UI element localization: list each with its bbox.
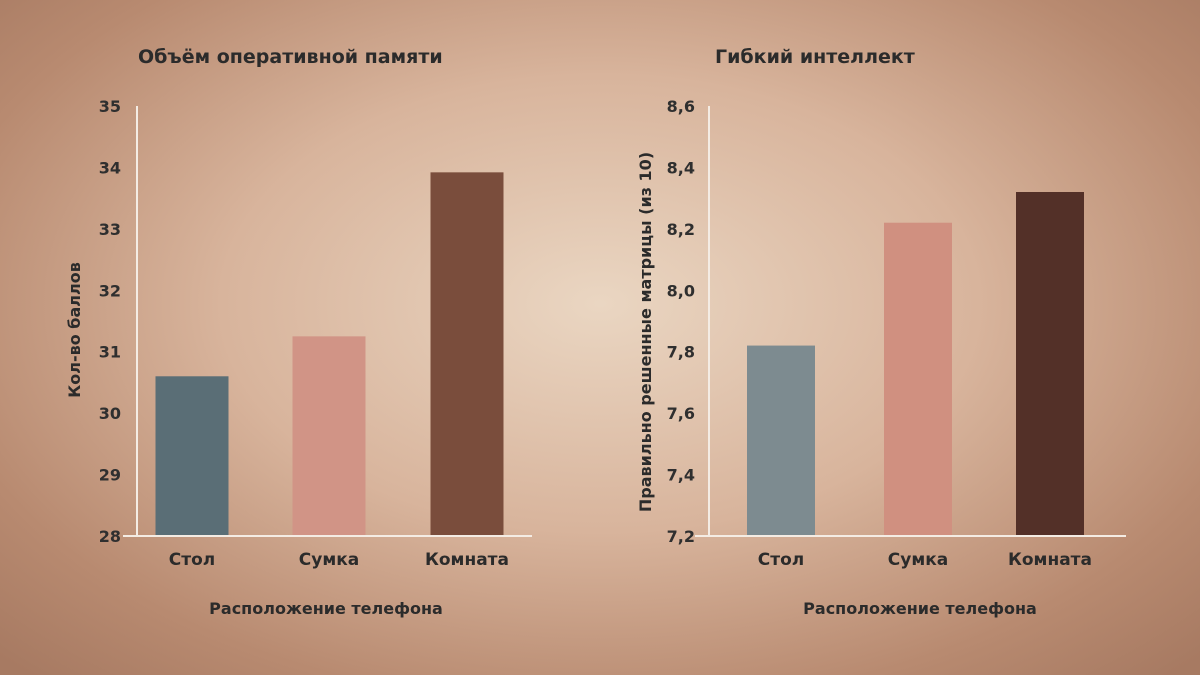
y-tick-label-fluid-intelligence: 7,2	[667, 527, 695, 546]
y-axis-label-fluid-intelligence: Правильно решенные матрицы (из 10)	[636, 152, 655, 512]
y-axis-label-memory-wrap: Кол-во баллов	[65, 262, 84, 398]
x-tick-label-memory: Комната	[425, 550, 509, 570]
y-tick-label-fluid-intelligence: 8,0	[667, 281, 695, 300]
y-axis-label-memory: Кол-во баллов	[65, 262, 84, 398]
plot-area-memory: 28 29 30 31 32 33 34 35 Стол Сумка Комната	[99, 97, 532, 570]
chart-fluid-intelligence: Гибкий интеллект Правильно решенные матр…	[636, 46, 1126, 618]
y-tick-label-fluid-intelligence: 7,4	[667, 466, 695, 485]
y-tick-label-fluid-intelligence: 8,2	[667, 220, 695, 239]
y-tick-label-fluid-intelligence: 8,4	[667, 158, 695, 177]
chart-title-fluid-intelligence: Гибкий интеллект	[715, 46, 915, 68]
x-tick-label-memory: Сумка	[299, 550, 359, 570]
y-tick-label-memory: 28	[99, 527, 121, 546]
chart-title-memory: Объём оперативной памяти	[138, 46, 443, 68]
y-tick-label-memory: 31	[99, 343, 121, 362]
y-tick-label-memory: 32	[99, 281, 121, 300]
bar-fluid-intelligence-1	[747, 345, 815, 536]
bar-memory-3	[430, 172, 504, 537]
bar-memory-2	[292, 336, 366, 536]
bar-fluid-intelligence-2	[884, 222, 952, 536]
chart-memory: Объём оперативной памяти Кол-во баллов Р…	[65, 46, 532, 618]
x-axis-label-memory: Расположение телефона	[209, 599, 443, 618]
bar-fluid-intelligence-3	[1016, 192, 1084, 536]
plot-area-fluid-intelligence: 7,2 7,4 7,6 7,8 8,0 8,2 8,4 8,6 Стол Сумка Комната	[667, 97, 1126, 570]
x-tick-label-fluid-intelligence: Сумка	[888, 550, 948, 570]
y-tick-label-memory: 34	[99, 158, 121, 177]
y-tick-label-memory: 30	[99, 404, 121, 423]
y-tick-label-fluid-intelligence: 8,6	[667, 97, 695, 116]
y-tick-label-memory: 29	[99, 466, 121, 485]
y-tick-label-memory: 35	[99, 97, 121, 116]
y-axis-label-fluid-wrap: Правильно решенные матрицы (из 10)	[636, 152, 655, 512]
y-tick-label-memory: 33	[99, 220, 121, 239]
y-tick-label-fluid-intelligence: 7,6	[667, 404, 695, 423]
x-tick-label-fluid-intelligence: Комната	[1008, 550, 1092, 570]
x-axis-label-fluid-intelligence: Расположение телефона	[803, 599, 1037, 618]
bar-memory-1	[155, 376, 229, 536]
x-tick-label-memory: Стол	[169, 550, 215, 570]
x-tick-label-fluid-intelligence: Стол	[758, 550, 804, 570]
y-tick-label-fluid-intelligence: 7,8	[667, 343, 695, 362]
